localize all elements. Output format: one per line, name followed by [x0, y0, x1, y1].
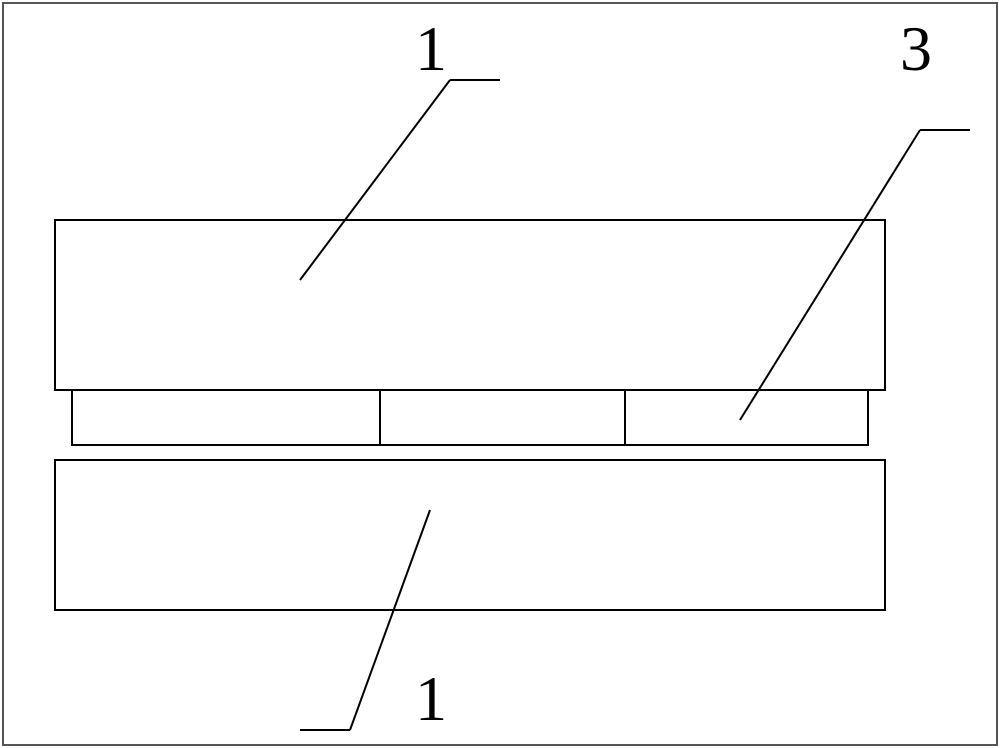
- label-1-top: 1: [415, 13, 447, 84]
- leader-3-seg-2: [740, 130, 920, 420]
- middle-layer: [72, 390, 868, 445]
- leader-1-top-seg-2: [300, 80, 450, 280]
- label-1-bottom: 1: [415, 663, 447, 734]
- lower-layer: [55, 460, 885, 610]
- label-3-top: 3: [900, 13, 932, 84]
- outer-frame: [3, 3, 997, 745]
- upper-layer: [55, 220, 885, 390]
- diagram-canvas: 1 3 1: [0, 0, 1000, 748]
